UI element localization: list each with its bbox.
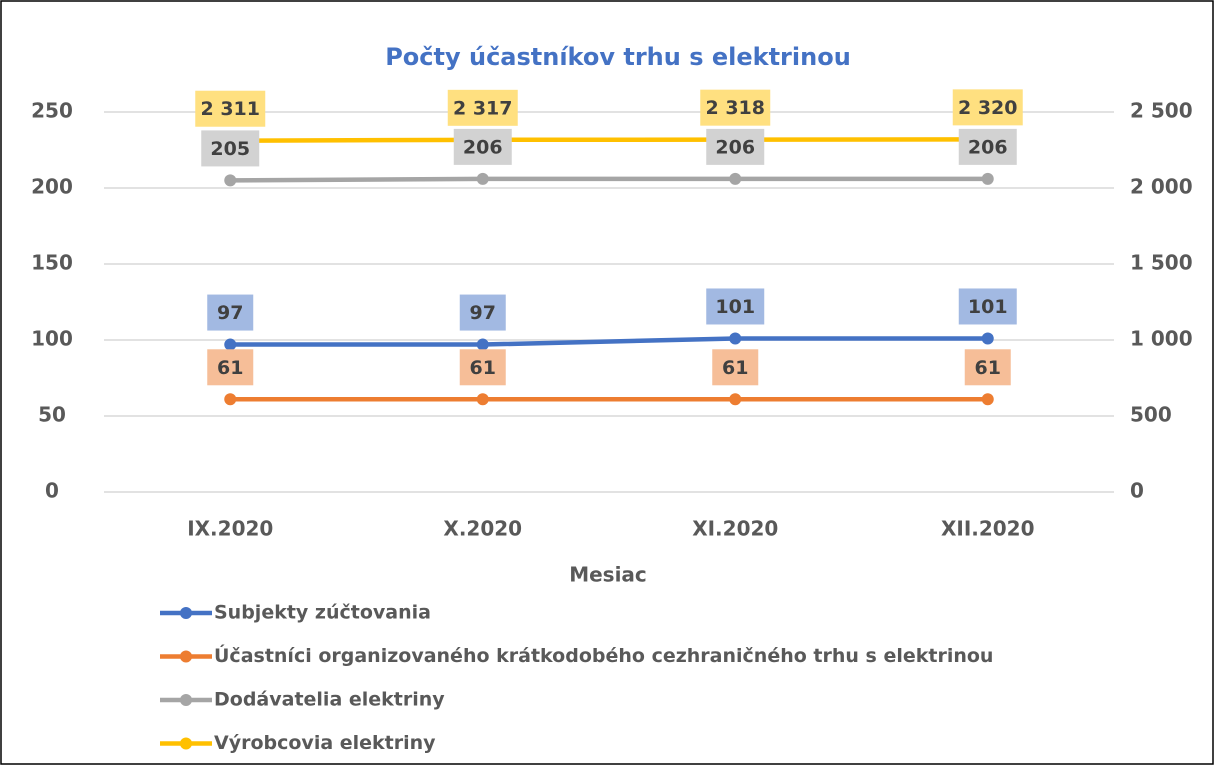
legend-marker xyxy=(180,650,192,663)
point xyxy=(476,393,489,406)
point xyxy=(729,172,742,185)
data-label: 61 xyxy=(470,357,496,379)
y-tick-label: 0 xyxy=(45,479,59,503)
data-label-box xyxy=(964,349,1011,386)
data-label: 97 xyxy=(217,302,243,324)
point xyxy=(224,174,237,187)
data-label: 101 xyxy=(968,296,1008,318)
data-label: 2 320 xyxy=(958,97,1018,119)
data-label-box xyxy=(195,90,266,127)
y-tick-label: 200 xyxy=(31,175,73,199)
data-label: 97 xyxy=(470,302,496,324)
point xyxy=(224,393,237,406)
data-label-box xyxy=(459,294,506,331)
point xyxy=(981,172,994,185)
data-label: 61 xyxy=(217,357,243,379)
data-label: 205 xyxy=(210,138,250,160)
point xyxy=(476,172,489,185)
data-label-box xyxy=(952,89,1023,126)
y2-tick-label: 500 xyxy=(1130,403,1172,427)
data-label: 61 xyxy=(975,357,1001,379)
legend-label: Dodávatelia elektriny xyxy=(214,689,445,711)
y2-tick-label: 2 000 xyxy=(1130,175,1193,199)
data-label-box xyxy=(207,294,254,331)
y-tick-label: 150 xyxy=(31,251,73,275)
data-label-box xyxy=(453,128,512,165)
data-label-box xyxy=(700,89,771,126)
data-label-box xyxy=(447,89,518,126)
series-line xyxy=(230,336,988,347)
y2-tick-label: 1 500 xyxy=(1130,251,1193,275)
series-line xyxy=(230,137,988,143)
data-label: 2 317 xyxy=(453,97,513,119)
data-label: 206 xyxy=(968,136,1008,158)
point xyxy=(729,332,742,345)
y-tick-label: 100 xyxy=(31,327,73,351)
legend-label: Účastníci organizovaného krátkodobého ce… xyxy=(214,643,993,667)
x-tick-label: X.2020 xyxy=(443,517,522,541)
data-label-box xyxy=(712,349,759,386)
data-label-box xyxy=(201,130,260,167)
legend-marker xyxy=(180,694,192,706)
point xyxy=(981,332,994,345)
point xyxy=(224,338,237,351)
x-tick-label: IX.2020 xyxy=(187,517,273,541)
y2-tick-label: 1 000 xyxy=(1130,327,1193,351)
data-label-box xyxy=(207,349,254,386)
data-label: 61 xyxy=(722,357,748,379)
data-label: 2 318 xyxy=(706,97,766,119)
data-label: 206 xyxy=(715,136,755,158)
y2-tick-label: 2 500 xyxy=(1130,99,1193,123)
series-line xyxy=(230,176,988,183)
legend-marker xyxy=(180,607,192,619)
data-label-box xyxy=(958,128,1017,165)
y2-tick-label: 0 xyxy=(1130,479,1144,503)
chart-title: Počty účastníkov trhu s elektrinou xyxy=(385,43,851,71)
point xyxy=(981,393,994,406)
data-label: 101 xyxy=(715,296,755,318)
x-axis-label: Mesiac xyxy=(569,563,647,587)
x-tick-label: XII.2020 xyxy=(941,517,1035,541)
data-label-box xyxy=(706,288,765,325)
data-label-box xyxy=(706,128,765,165)
legend-label: Subjekty zúčtovania xyxy=(214,602,431,624)
data-label-box xyxy=(459,349,506,386)
y-tick-label: 50 xyxy=(38,403,66,427)
legend-label: Výrobcovia elektriny xyxy=(214,732,436,754)
data-label: 206 xyxy=(463,136,503,158)
point xyxy=(476,338,489,351)
x-tick-label: XI.2020 xyxy=(692,517,778,541)
point xyxy=(729,393,742,406)
data-label: 2 311 xyxy=(201,98,261,120)
y-tick-label: 250 xyxy=(31,99,73,123)
legend-marker xyxy=(180,737,192,750)
data-label-box xyxy=(958,288,1017,325)
